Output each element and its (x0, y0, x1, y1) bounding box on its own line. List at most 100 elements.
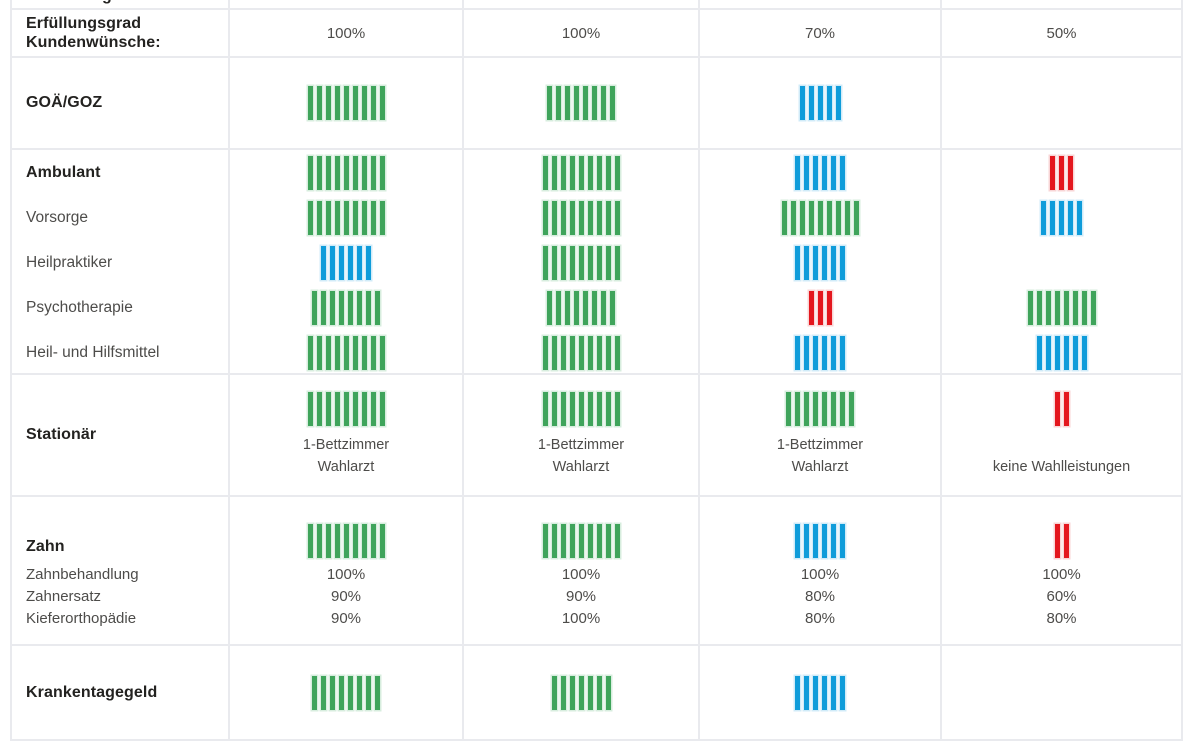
rating-bars (306, 392, 387, 426)
rating-cell (698, 646, 940, 739)
rating-bars (793, 245, 847, 280)
rating-cell (228, 646, 462, 739)
row-label-cell: GOÄ/GOZ (12, 58, 228, 148)
cutoff-value-cell: , (940, 0, 1181, 8)
rating-bars (306, 200, 387, 235)
rating-cell: 100% 90% 100% (462, 497, 698, 644)
sub-value: 90% (565, 588, 597, 605)
rating-cell (940, 646, 1181, 739)
rating-cell (940, 58, 1181, 148)
row-label: Ambulant (26, 163, 101, 181)
cutoff-value-cell: , (462, 0, 698, 8)
rating-bars (541, 335, 622, 370)
fulfillment-value: 70% (698, 10, 940, 56)
rating-column (462, 150, 698, 375)
cutoff-label-fragment: g (102, 0, 228, 5)
rating-caption: 1-Bettzimmer Wahlarzt (537, 437, 625, 475)
rating-cell: keine Wahlleistungen (940, 375, 1181, 495)
rating-bars (784, 392, 856, 426)
row-label: Zahn (26, 538, 65, 555)
rating-bars (793, 335, 847, 370)
tariff-comparison-table: g , , , , Erfüllungsgrad Kundenwünsche: … (10, 0, 1183, 741)
rating-caption: 1-Bettzimmer Wahlarzt (302, 437, 390, 475)
row-label-cell: Krankentagegeld (12, 646, 228, 739)
sub-value: 100% (561, 566, 601, 583)
rating-bars (1039, 200, 1084, 235)
row-erfuellungsgrad: Erfüllungsgrad Kundenwünsche: 100% 100% … (12, 10, 1181, 58)
sub-value: 100% (326, 566, 366, 583)
rating-bars (793, 524, 847, 558)
rating-cell: 100% 90% 90% (228, 497, 462, 644)
rating-bars (319, 245, 373, 280)
row-label-cell: Zahn Zahnbehandlung Zahnersatz Kieferort… (12, 497, 228, 644)
rating-bars (1053, 392, 1071, 426)
rating-bars (545, 86, 617, 120)
row-label-cell: Erfüllungsgrad Kundenwünsche: (12, 10, 228, 56)
sub-value: 100% (800, 566, 840, 583)
rating-bars (306, 155, 387, 190)
fulfillment-value: 50% (940, 10, 1181, 56)
cutoff-label-cell: g (12, 0, 228, 8)
sub-value: 100% (561, 610, 601, 627)
group-label-cell: Ambulant Vorsorge Heilpraktiker Psychoth… (12, 150, 228, 375)
sub-value: 90% (330, 588, 362, 605)
rating-cell (228, 58, 462, 148)
rating-bars (541, 245, 622, 280)
row-label: Erfüllungsgrad Kundenwünsche: (26, 15, 161, 51)
sub-value: 80% (804, 588, 836, 605)
row-krankentagegeld: Krankentagegeld (12, 646, 1181, 741)
rating-cell: 1-Bettzimmer Wahlarzt (462, 375, 698, 495)
rating-caption: 1-Bettzimmer Wahlarzt (776, 437, 864, 475)
rating-bars (310, 290, 382, 325)
row-goa-goz: GOÄ/GOZ (12, 58, 1181, 150)
rating-bars (545, 290, 617, 325)
row-label: Psychotherapie (26, 298, 133, 316)
fulfillment-value: 100% (228, 10, 462, 56)
rating-caption: keine Wahlleistungen (992, 459, 1131, 475)
rating-bars (306, 86, 387, 120)
sub-label: Zahnersatz (26, 588, 102, 605)
sub-value: 80% (804, 610, 836, 627)
rating-bars (310, 675, 382, 710)
row-cutoff-top: g , , , , (12, 0, 1181, 10)
row-label: Vorsorge (26, 208, 89, 226)
sub-value: 60% (1046, 588, 1077, 605)
row-stationaer: Stationär 1-Bettzimmer Wahlarzt 1-Bettzi… (12, 375, 1181, 497)
rating-bars (1053, 524, 1071, 558)
rating-cell (462, 646, 698, 739)
sub-label: Zahnbehandlung (26, 566, 139, 583)
rating-bars (541, 200, 622, 235)
rating-bars (807, 290, 834, 325)
rating-bars (1026, 290, 1098, 325)
rating-column (698, 150, 940, 375)
row-label: Heilpraktiker (26, 253, 113, 271)
rating-cell: 1-Bettzimmer Wahlarzt (698, 375, 940, 495)
rating-bars (793, 155, 847, 190)
row-zahn: Zahn Zahnbehandlung Zahnersatz Kieferort… (12, 497, 1181, 646)
row-label: Krankentagegeld (26, 683, 158, 701)
rating-bars (550, 675, 613, 710)
cutoff-value-cell: , (698, 0, 940, 8)
rating-bars (306, 335, 387, 370)
row-label: GOÄ/GOZ (26, 94, 103, 111)
row-group-ambulant: Ambulant Vorsorge Heilpraktiker Psychoth… (12, 150, 1181, 375)
rating-cell: 100% 60% 80% (940, 497, 1181, 644)
rating-cell: 100% 80% 80% (698, 497, 940, 644)
rating-cell (462, 58, 698, 148)
sub-label: Kieferorthopädie (26, 610, 137, 627)
rating-bars (541, 392, 622, 426)
cutoff-value-cell: , (228, 0, 462, 8)
fulfillment-value: 100% (462, 10, 698, 56)
rating-bars (780, 200, 861, 235)
row-label: Stationär (26, 426, 97, 443)
rating-bars (1048, 155, 1075, 190)
rating-bars (541, 155, 622, 190)
row-label: Heil- und Hilfsmittel (26, 343, 160, 361)
rating-bars (1035, 335, 1089, 370)
row-label-cell: Stationär (12, 375, 228, 495)
rating-bars (798, 86, 843, 120)
rating-cell (698, 58, 940, 148)
rating-bars (306, 524, 387, 558)
rating-column (228, 150, 462, 375)
sub-value: 100% (1042, 566, 1081, 583)
